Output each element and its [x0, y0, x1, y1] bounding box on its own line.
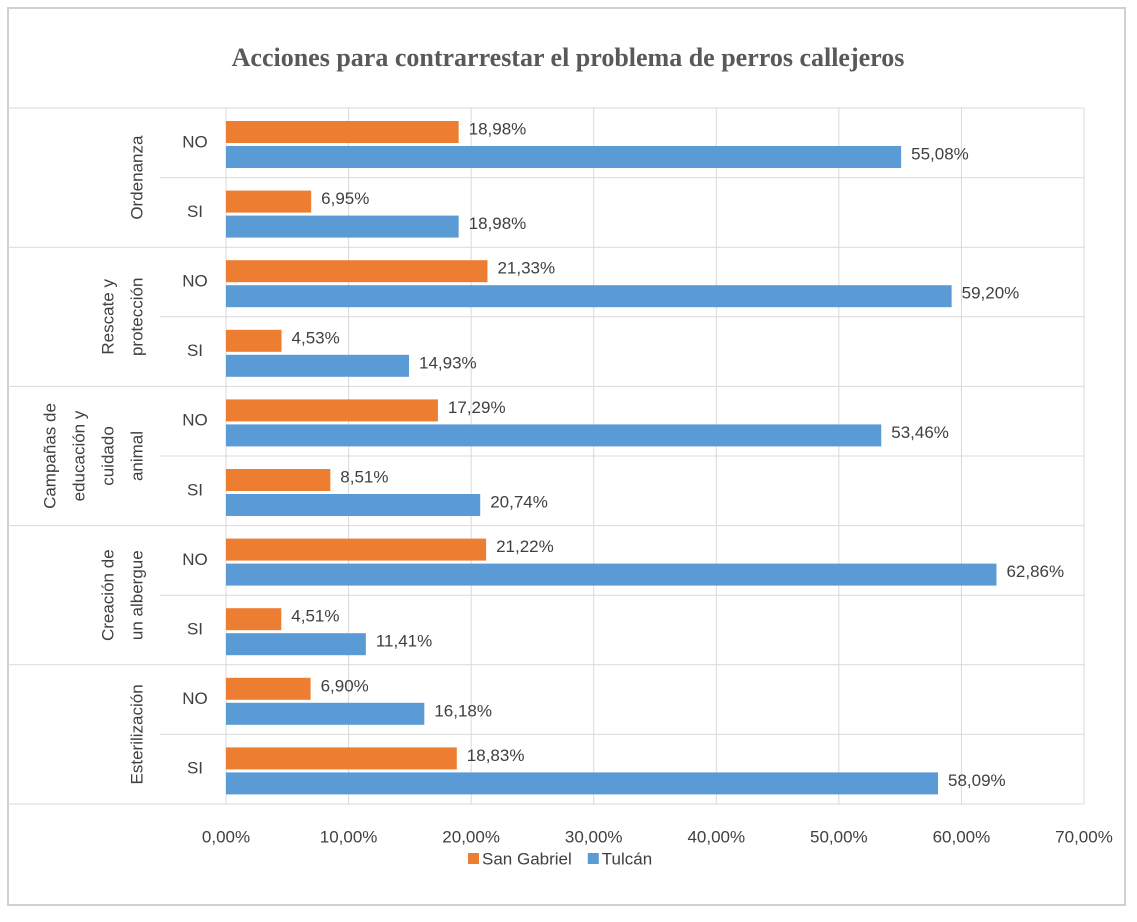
value-label: 4,51% [291, 607, 339, 626]
group-label: Esterilización [127, 684, 146, 784]
group-label: animal [127, 431, 146, 481]
group-label: Campañas de [40, 403, 59, 509]
bar [226, 121, 459, 143]
value-label: 16,18% [434, 701, 492, 720]
value-label: 62,86% [1006, 562, 1064, 581]
bar [226, 469, 331, 491]
bar [226, 285, 952, 308]
group-label: Creación de [98, 549, 117, 641]
group-label: educación y [69, 410, 88, 501]
bar [226, 260, 488, 283]
bar [226, 677, 311, 700]
value-label: 18,98% [469, 214, 527, 233]
y-tick-label: SI [187, 341, 203, 360]
value-label: 53,46% [891, 423, 949, 442]
bar [226, 563, 997, 586]
bar [226, 702, 425, 725]
bar [226, 190, 312, 213]
bar [226, 399, 438, 422]
value-label: 8,51% [340, 467, 388, 486]
group-label: Rescate y [98, 279, 117, 355]
bar [226, 633, 366, 656]
x-tick-label: 30,00% [565, 827, 623, 846]
y-tick-label: NO [182, 411, 208, 430]
legend-swatch [468, 853, 479, 864]
chart-title: Acciones para contrarrestar el problema … [232, 43, 905, 72]
bar [226, 747, 457, 770]
y-tick-label: NO [182, 132, 208, 151]
value-label: 55,08% [911, 144, 969, 163]
bar [226, 354, 409, 377]
y-tick-label: NO [182, 689, 208, 708]
bar [226, 329, 282, 352]
y-tick-label: NO [182, 271, 208, 290]
x-tick-label: 10,00% [320, 827, 378, 846]
value-label: 6,95% [321, 189, 369, 208]
value-label: 6,90% [321, 676, 369, 695]
bar [226, 494, 481, 516]
group-label: cuidado [98, 426, 117, 486]
legend-label: Tulcán [602, 849, 652, 868]
value-label: 20,74% [490, 492, 548, 511]
y-tick-label: SI [187, 759, 203, 778]
x-tick-label: 60,00% [933, 827, 991, 846]
bar [226, 424, 882, 447]
bar [226, 215, 459, 238]
value-label: 58,09% [948, 771, 1006, 790]
group-label: Ordenanza [127, 135, 146, 220]
value-label: 4,53% [292, 328, 340, 347]
bar [226, 772, 939, 795]
value-label: 11,41% [376, 632, 432, 651]
x-tick-label: 50,00% [810, 827, 868, 846]
bar [226, 538, 487, 561]
value-label: 18,83% [467, 746, 525, 765]
group-label: un albergue [127, 550, 146, 640]
bar [226, 608, 282, 631]
value-label: 14,93% [419, 353, 477, 372]
y-tick-label: SI [187, 619, 203, 638]
x-tick-label: 70,00% [1055, 827, 1113, 846]
legend-swatch [587, 853, 599, 864]
y-tick-label: SI [187, 480, 203, 499]
value-label: 59,20% [962, 284, 1020, 303]
y-tick-label: NO [182, 550, 208, 569]
legend-label: San Gabriel [482, 849, 572, 868]
x-tick-label: 0,00% [202, 827, 250, 846]
bar [226, 146, 902, 168]
x-tick-label: 40,00% [687, 827, 745, 846]
value-label: 18,98% [469, 119, 527, 138]
value-label: 17,29% [448, 398, 506, 417]
value-label: 21,33% [497, 259, 555, 278]
value-label: 21,22% [496, 537, 554, 556]
y-tick-label: SI [187, 202, 203, 221]
group-label: protección [127, 278, 146, 356]
x-tick-label: 20,00% [442, 827, 500, 846]
